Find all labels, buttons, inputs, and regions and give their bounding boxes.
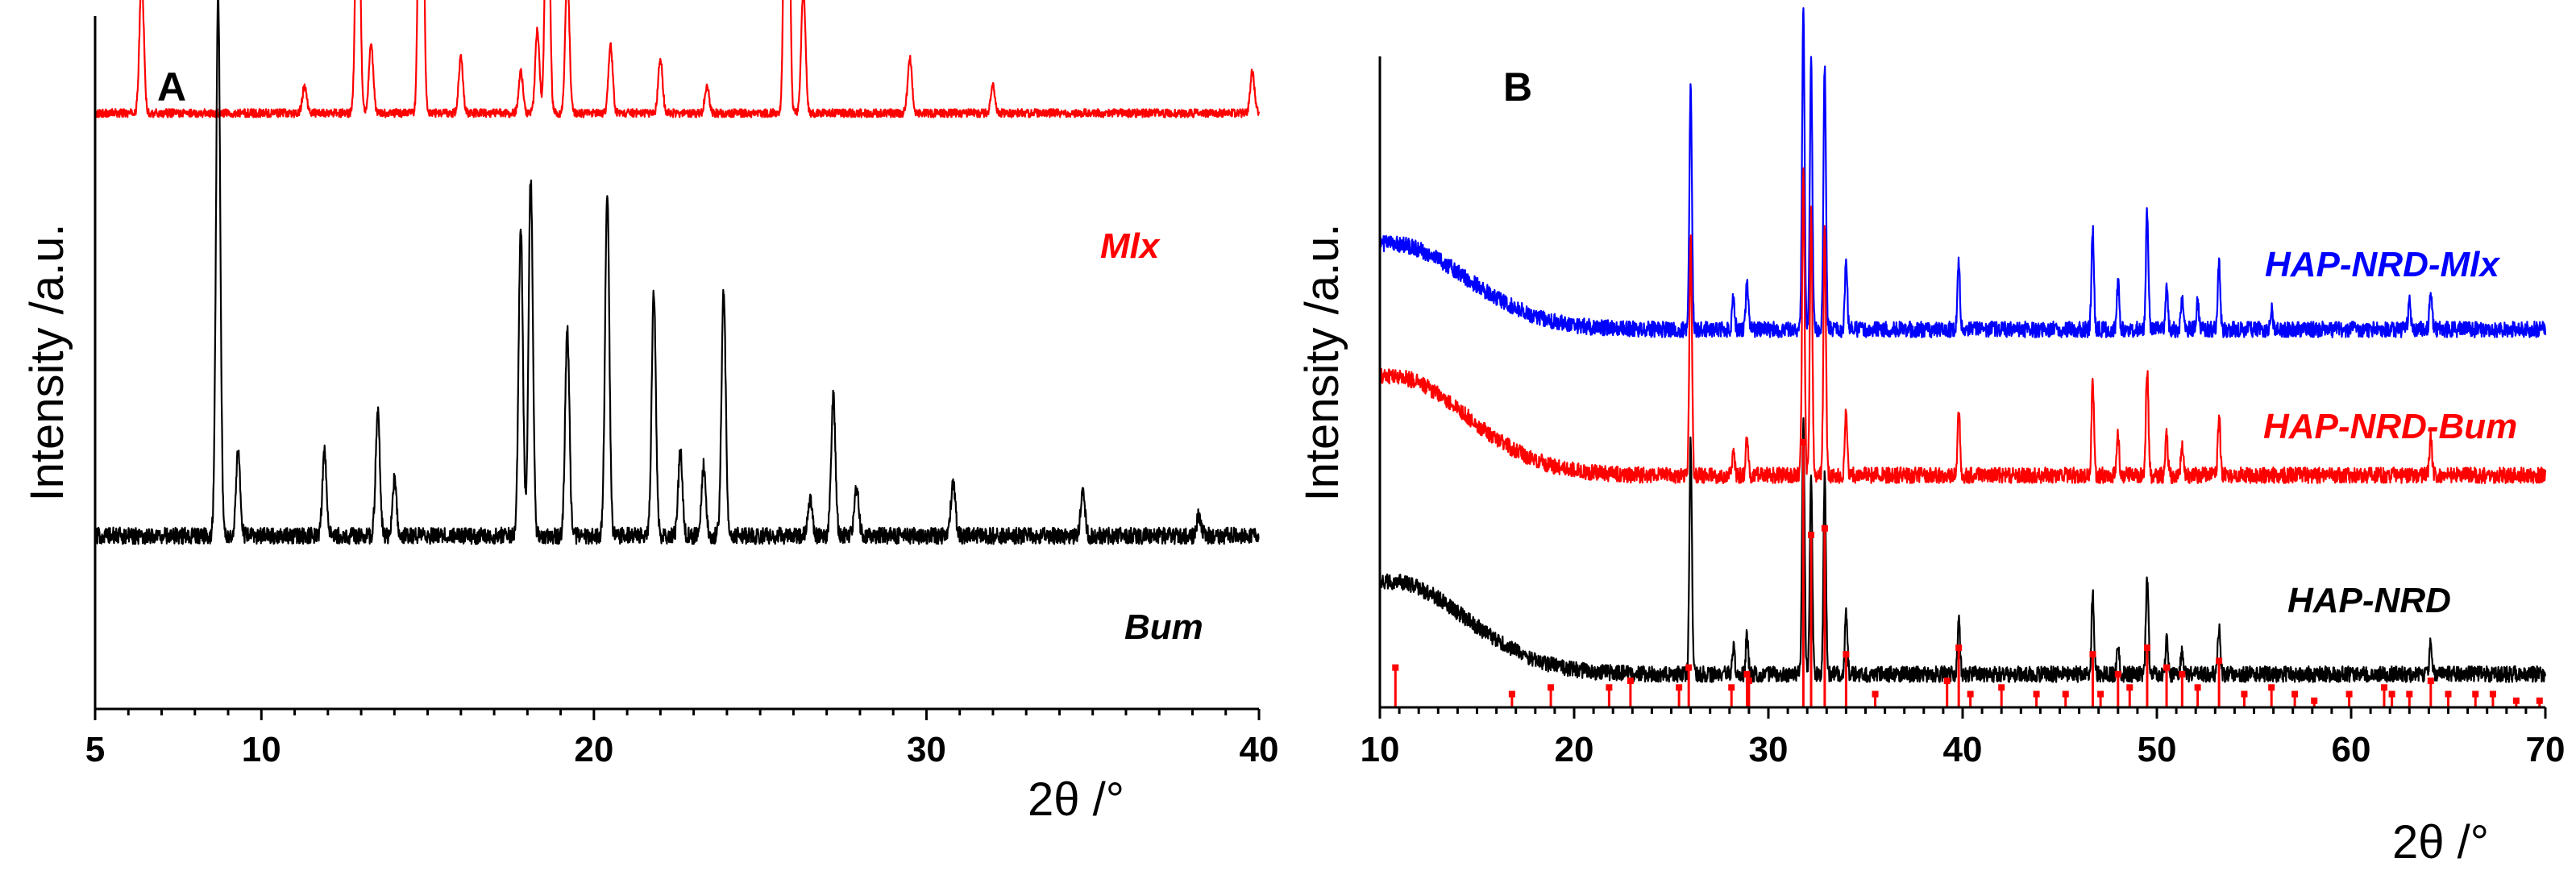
x-tick-label: 70: [2526, 730, 2566, 769]
reference-marker: [2427, 678, 2434, 685]
reference-marker: [2143, 644, 2150, 651]
x-tick-label: 10: [242, 730, 281, 769]
reference-marker: [1998, 684, 2005, 691]
reference-marker: [1548, 684, 1555, 691]
reference-marker: [2472, 690, 2479, 698]
panel-a-series-label-bum: Bum: [1124, 607, 1203, 647]
reference-marker: [1943, 678, 1951, 685]
series-line-hap-nrd: [1378, 417, 2547, 683]
reference-marker: [2512, 697, 2520, 704]
reference-marker: [1676, 684, 1683, 691]
panel-b-series-label-hap-nrd-mlx: HAP-NRD-Mlx: [2265, 245, 2500, 284]
x-tick-label: 30: [907, 730, 946, 769]
x-tick-label: 5: [85, 730, 105, 769]
reference-marker: [2311, 697, 2318, 704]
series-line-bum: [93, 0, 1260, 545]
reference-marker: [1728, 684, 1735, 691]
reference-marker: [1685, 664, 1693, 671]
panel-b-series-label-hap-nrd: HAP-NRD: [2287, 581, 2451, 620]
panel-a-y-axis-title: Intensity /a.u.: [21, 224, 73, 502]
reference-marker: [1745, 678, 1752, 685]
panel-b-y-axis-title: Intensity /a.u.: [1296, 224, 1348, 502]
reference-marker: [1606, 684, 1613, 691]
panel-a-chart: A 5 10 20 30 40 Intensity /a.u. 2θ /° Mlx Bu…: [21, 0, 1278, 826]
reference-marker: [1872, 690, 1879, 698]
reference-marker: [2163, 664, 2171, 671]
reference-marker: [1955, 644, 1963, 651]
reference-marker: [2114, 670, 2121, 678]
reference-marker: [2345, 690, 2353, 698]
panel-b-chart: B 10 20 30 40 50 60 70 Intensity /a.u. 2θ /° H…: [1296, 7, 2566, 868]
x-tick-label: 30: [1749, 730, 1789, 769]
x-tick-label: 40: [1943, 730, 1983, 769]
x-tick-label: 40: [1240, 730, 1279, 769]
reference-marker: [2241, 690, 2248, 698]
reference-marker: [1392, 664, 1399, 671]
x-tick-label: 50: [2138, 730, 2177, 769]
panel-a-letter: A: [157, 64, 186, 110]
reference-marker: [1627, 678, 1634, 685]
reference-marker: [2126, 684, 2134, 691]
reference-marker: [2268, 684, 2275, 691]
x-tick-label: 20: [574, 730, 613, 769]
reference-marker: [2216, 657, 2223, 665]
reference-marker: [1743, 670, 1751, 678]
reference-marker: [2097, 690, 2104, 698]
reference-marker: [2089, 651, 2096, 658]
x-tick-label: 20: [1555, 730, 1594, 769]
reference-marker: [1800, 438, 1807, 446]
series-line-hap-nrd-bum: [1378, 167, 2547, 484]
panel-a-x-axis-title: 2θ /°: [1028, 773, 1124, 826]
x-tick-label: 60: [2332, 730, 2371, 769]
reference-marker: [2445, 690, 2452, 698]
reference-marker: [2291, 690, 2299, 698]
reference-marker: [2380, 684, 2387, 691]
reference-marker: [1843, 651, 1850, 658]
series-line-hap-nrd-mlx: [1378, 7, 2547, 338]
reference-marker: [2388, 690, 2395, 698]
x-tick-label: 10: [1361, 730, 1400, 769]
reference-marker: [2536, 697, 2543, 704]
panel-a-series-label-mlx: Mlx: [1100, 226, 1161, 266]
panel-b-letter: B: [1503, 64, 1532, 110]
reference-marker: [1808, 532, 1815, 539]
reference-marker: [1821, 524, 1828, 532]
reference-marker: [2062, 690, 2069, 698]
reference-marker: [1967, 690, 1974, 698]
reference-marker: [2033, 690, 2040, 698]
reference-marker: [2489, 690, 2496, 698]
reference-marker: [2406, 690, 2413, 698]
panel-b-series-label-hap-nrd-bum: HAP-NRD-Bum: [2263, 407, 2517, 446]
reference-marker: [2179, 670, 2186, 678]
panel-b-x-axis-title: 2θ /°: [2392, 816, 2489, 868]
series-line-mlx: [94, 0, 1261, 118]
reference-marker: [1508, 690, 1515, 698]
reference-marker: [2194, 684, 2201, 691]
